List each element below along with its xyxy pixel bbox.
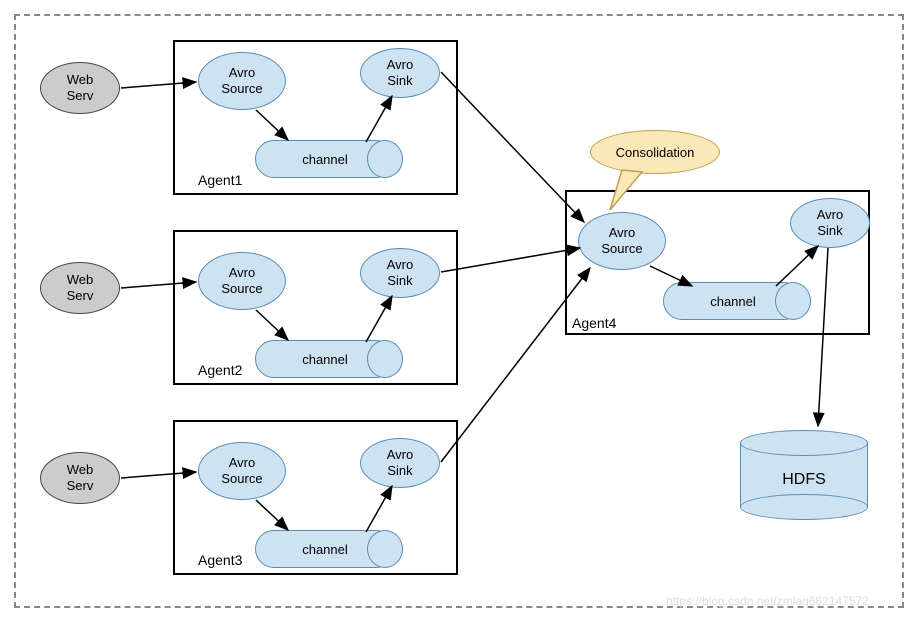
web-serv-3: Web Serv [40, 452, 120, 504]
channel-1-end [367, 140, 403, 178]
channel-4-end [775, 282, 811, 320]
watermark-text: https://blog.csdn.net/zmlaq662147572 [666, 594, 869, 608]
avro-sink-1: Avro Sink [360, 48, 440, 98]
avro-source-3: Avro Source [198, 442, 286, 500]
channel-2-end [367, 340, 403, 378]
hdfs-label: HDFS [740, 471, 868, 489]
avro-source-1: Avro Source [198, 52, 286, 110]
web-serv-1: Web Serv [40, 62, 120, 114]
agent1-label: Agent1 [198, 172, 242, 188]
avro-sink-4: Avro Sink [790, 198, 870, 248]
avro-sink-2: Avro Sink [360, 248, 440, 298]
hdfs-cylinder: HDFS [740, 430, 868, 520]
agent2-label: Agent2 [198, 362, 242, 378]
avro-source-4: Avro Source [578, 212, 666, 270]
avro-source-2: Avro Source [198, 252, 286, 310]
web-serv-2: Web Serv [40, 262, 120, 314]
avro-sink-3: Avro Sink [360, 438, 440, 488]
agent4-label: Agent4 [572, 315, 616, 331]
agent3-label: Agent3 [198, 552, 242, 568]
channel-3-end [367, 530, 403, 568]
consolidation-callout: Consolidation [590, 130, 720, 174]
